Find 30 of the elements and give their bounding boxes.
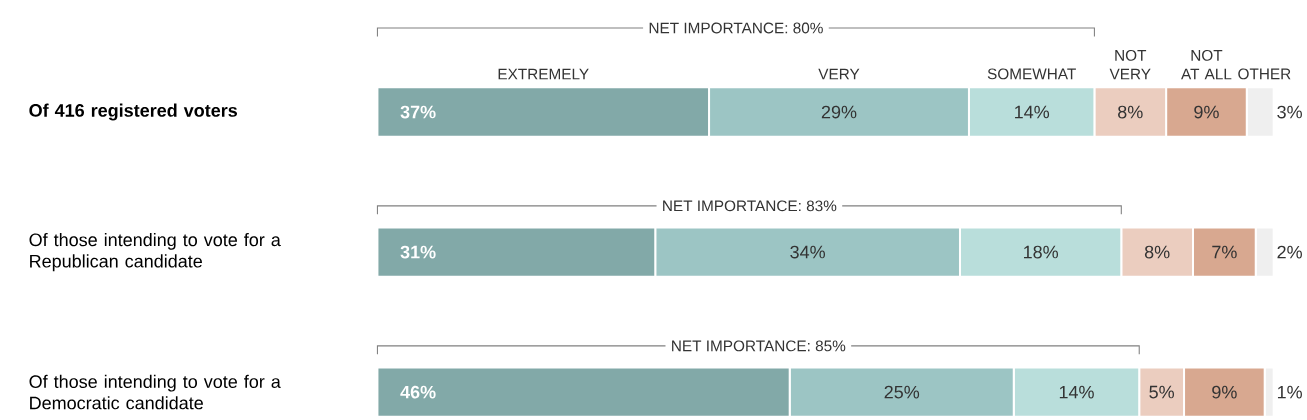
data-label: 31%: [400, 245, 436, 259]
data-label: 9%: [1212, 385, 1237, 399]
data-label: 14%: [1059, 385, 1094, 399]
text: NET IMPORTANCE: 80%: [649, 22, 823, 34]
series-label: NOT AT ALL: [1181, 49, 1232, 80]
series-label: EXTREMELY: [498, 68, 589, 80]
data-label: 37%: [400, 105, 436, 119]
series-label: SOMEWHAT: [987, 68, 1076, 80]
annotation: NET IMPORTANCE: 83%: [663, 200, 837, 212]
data-label: 3%: [1277, 105, 1302, 119]
data-label: 7%: [1212, 245, 1237, 259]
series-label: OTHER: [1238, 68, 1291, 80]
y-tick-label: Of 416 registered voters: [29, 103, 238, 121]
data-label: 34%: [790, 245, 825, 259]
data-label: 29%: [821, 105, 857, 119]
data-label: 18%: [1024, 245, 1059, 259]
series-label: NOT VERY: [1109, 49, 1151, 80]
data-label: 5%: [1149, 385, 1174, 399]
data-label: 9%: [1194, 105, 1219, 119]
data-label: 8%: [1144, 245, 1170, 259]
data-label: 2%: [1277, 245, 1302, 259]
data-label: 1%: [1277, 385, 1302, 399]
y-tick-label: Of those intending to vote for a Democratic candidate: [29, 374, 281, 410]
data-label: 46%: [400, 385, 436, 399]
data-label: 8%: [1118, 105, 1143, 119]
series-label: VERY: [818, 68, 860, 80]
y-tick-label: Of those intending to vote for a Republican candidate: [29, 232, 281, 272]
data-label: 14%: [1015, 105, 1050, 119]
annotation: NET IMPORTANCE: 85%: [672, 340, 846, 352]
data-label: 25%: [884, 385, 920, 399]
